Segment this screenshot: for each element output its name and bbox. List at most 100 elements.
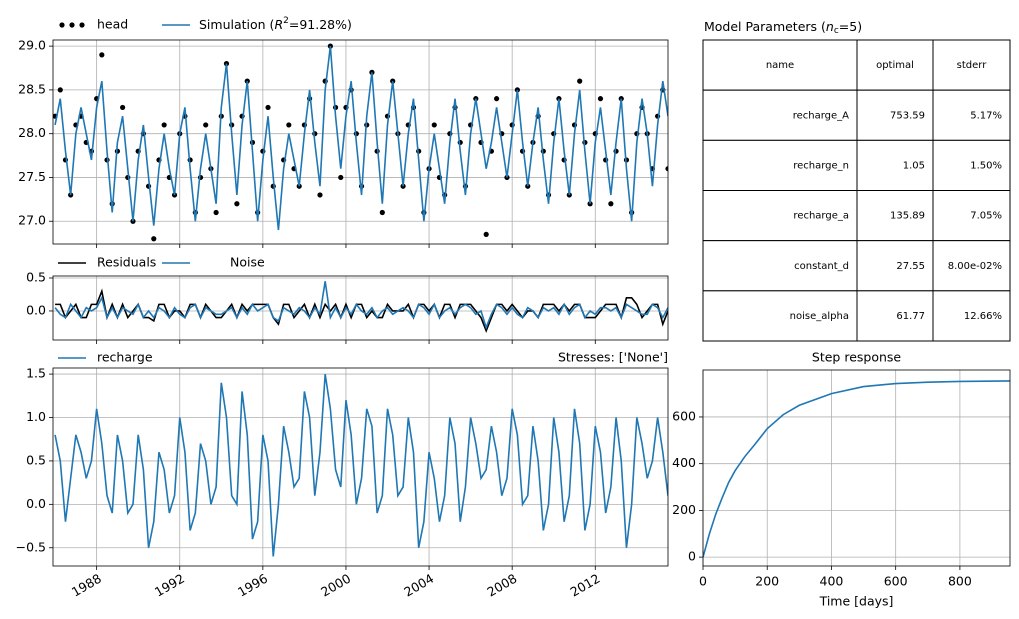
y-tick-label: 200 <box>672 502 696 517</box>
table-title: Model Parameters (nc=5) <box>704 19 862 36</box>
observation-point <box>431 122 437 128</box>
observation-point <box>379 209 385 216</box>
chart-title: Step response <box>812 350 902 365</box>
y-tick-label: 600 <box>672 408 696 423</box>
axes-frame <box>702 369 1011 567</box>
series-line <box>54 46 668 231</box>
table-value: 1.05 <box>903 160 925 171</box>
observation-point <box>265 104 271 111</box>
observation-point <box>665 166 668 172</box>
series-line <box>54 281 668 330</box>
legend-label: Residuals <box>97 255 156 270</box>
table-header: optimal <box>876 60 914 71</box>
observation-point <box>99 52 105 58</box>
table-value: noise_alpha <box>790 311 849 322</box>
legend-label-part: R <box>274 17 283 32</box>
y-tick-label: 1.0 <box>26 409 46 424</box>
observation-point <box>317 192 323 198</box>
y-tick-label: 28.5 <box>18 81 46 96</box>
title-part: n <box>826 19 834 34</box>
table-header: stderr <box>957 60 988 71</box>
y-tick-label: 0.5 <box>26 269 46 284</box>
observation-point <box>234 201 240 207</box>
legend-marker <box>79 22 85 28</box>
y-tick-label: 27.5 <box>18 169 46 184</box>
observation-point <box>151 236 157 242</box>
x-tick-label: 0 <box>699 574 707 589</box>
x-tick-label: 600 <box>884 574 908 589</box>
legend-label: Noise <box>230 255 265 270</box>
table-cell <box>856 290 934 342</box>
observation-point <box>213 209 219 216</box>
axes-frame <box>52 367 669 567</box>
legend-label: recharge <box>97 350 153 365</box>
table-cell <box>932 290 1011 342</box>
table-cell <box>856 190 934 242</box>
table-value: recharge_a <box>793 211 849 222</box>
observation-point <box>608 201 614 207</box>
table-cell <box>702 240 858 292</box>
annotation: Stresses: ['None'] <box>558 350 668 365</box>
legend-marker <box>59 22 65 28</box>
observation-point <box>338 174 344 181</box>
table-value: 135.89 <box>890 211 925 222</box>
y-tick-label: 0 <box>688 549 696 564</box>
observation-point <box>597 96 604 102</box>
axes-frame <box>52 39 669 245</box>
table-cell <box>856 89 934 141</box>
x-tick-label: 200 <box>755 574 779 589</box>
observation-point <box>577 78 583 84</box>
table-header: name <box>766 60 794 71</box>
x-tick-label: 800 <box>948 574 972 589</box>
parameter-table: name optimal stderr recharge_A 753.59 5.17% re… <box>702 39 1011 342</box>
y-tick-label: 400 <box>672 455 696 470</box>
observation-point <box>161 122 167 128</box>
table-value: constant_d <box>794 261 849 272</box>
table-value: 5.17% <box>970 110 1002 121</box>
observation-point <box>57 87 63 93</box>
y-tick-label: 0.5 <box>26 452 46 467</box>
legend-label-part: 2 <box>283 16 289 26</box>
table-value: 8.00e-02% <box>948 261 1002 272</box>
observation-point <box>286 122 292 128</box>
legend-marker <box>69 22 75 28</box>
title-part: c <box>834 26 839 36</box>
table-value: recharge_n <box>793 160 849 171</box>
table-value: 61.77 <box>896 311 925 322</box>
series-line <box>703 380 1010 558</box>
title-part: =5) <box>839 19 862 34</box>
y-tick-label: 28.0 <box>18 125 46 140</box>
legend-label: head <box>97 17 128 32</box>
table-value: 7.05% <box>970 211 1002 222</box>
y-tick-label: 0.0 <box>26 496 46 511</box>
legend-label-part: Simulation ( <box>199 17 274 32</box>
y-tick-label: −0.5 <box>16 539 46 554</box>
table-cell <box>932 139 1011 191</box>
table-cell <box>702 39 858 91</box>
legend-label-part: =91.28%) <box>289 17 352 32</box>
table-cell <box>932 89 1011 141</box>
observation-point <box>483 231 489 237</box>
table-value: 27.55 <box>896 261 925 272</box>
observation-point <box>493 96 500 102</box>
table-value: 753.59 <box>890 110 925 121</box>
table-cell <box>932 39 1011 91</box>
y-tick-label: 1.5 <box>26 366 46 381</box>
table-cell <box>702 89 858 141</box>
table-cell <box>856 240 934 292</box>
y-tick-label: 29.0 <box>18 38 46 53</box>
table-value: 1.50% <box>970 160 1002 171</box>
table-cell <box>702 290 858 342</box>
observation-point <box>203 122 209 128</box>
table-cell <box>932 190 1011 242</box>
table-value: recharge_A <box>793 110 849 121</box>
x-tick-label: 400 <box>820 574 844 589</box>
axes-frame <box>52 275 669 341</box>
series-line <box>54 373 668 557</box>
x-axis-label: Time [days] <box>819 594 894 609</box>
observation-point <box>120 104 126 111</box>
y-tick-label: 0.0 <box>26 302 46 317</box>
table-value: 12.66% <box>964 311 1002 322</box>
legend-label: Simulation (R2=91.28%) <box>199 16 352 32</box>
